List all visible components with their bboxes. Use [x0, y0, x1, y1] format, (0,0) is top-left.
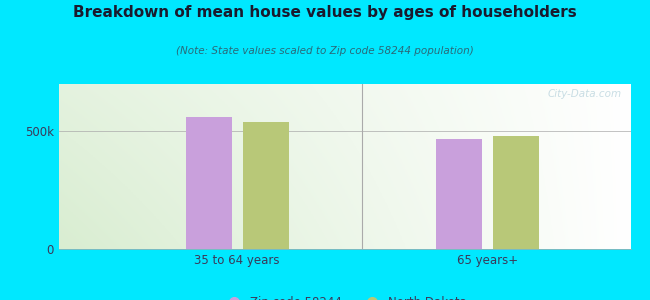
Text: (Note: State values scaled to Zip code 58244 population): (Note: State values scaled to Zip code 5…: [176, 46, 474, 56]
Bar: [243, 122, 289, 249]
Text: Breakdown of mean house values by ages of householders: Breakdown of mean house values by ages o…: [73, 4, 577, 20]
Text: City-Data.com: City-Data.com: [548, 89, 622, 99]
Legend: Zip code 58244, North Dakota: Zip code 58244, North Dakota: [217, 291, 472, 300]
Bar: [186, 117, 231, 249]
Bar: [436, 140, 482, 249]
Bar: [493, 136, 539, 249]
